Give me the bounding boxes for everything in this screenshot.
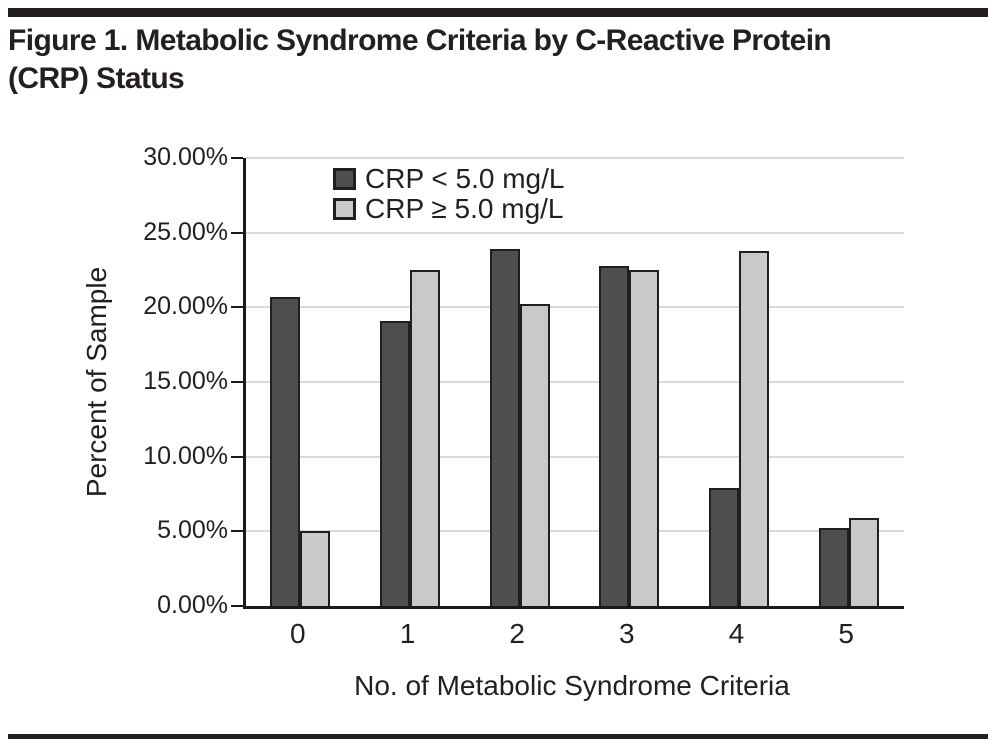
bar-crp-low-cat3 bbox=[599, 265, 630, 606]
bar-crp-high-cat4 bbox=[739, 250, 769, 606]
y-axis-tick-label-15pct: 15.00% bbox=[143, 367, 228, 395]
top-rule-divider bbox=[8, 8, 988, 17]
y-axis-tick-0pct bbox=[231, 605, 243, 607]
x-axis-category-label-5: 5 bbox=[838, 618, 854, 649]
gridline-5pct bbox=[246, 530, 904, 533]
gridline-25pct bbox=[246, 231, 904, 234]
bar-crp-low-cat4 bbox=[709, 488, 739, 606]
bar-crp-high-cat3 bbox=[629, 270, 660, 606]
gridline-20pct bbox=[246, 306, 904, 309]
y-axis-tick-30pct bbox=[231, 157, 243, 159]
legend: CRP < 5.0 mg/L CRP ≥ 5.0 mg/L bbox=[333, 163, 565, 224]
plot-area bbox=[243, 157, 904, 609]
gridline-15pct bbox=[246, 381, 904, 383]
bar-crp-low-cat1 bbox=[380, 320, 410, 606]
bar-crp-high-cat0 bbox=[300, 531, 331, 606]
y-axis-tick-5pct bbox=[231, 530, 243, 533]
x-axis-title: No. of Metabolic Syndrome Criteria bbox=[354, 670, 790, 701]
gridline-10pct bbox=[246, 455, 904, 458]
legend-item-crp-low: CRP < 5.0 mg/L bbox=[333, 163, 565, 194]
y-axis-tick-25pct bbox=[231, 231, 243, 234]
legend-swatch-crp-low bbox=[333, 168, 356, 190]
y-axis-tick-label-20pct: 20.00% bbox=[143, 292, 228, 321]
legend-label-crp-low: CRP < 5.0 mg/L bbox=[365, 163, 565, 194]
y-axis-tick-label-5pct: 5.00% bbox=[157, 516, 228, 545]
bar-crp-low-cat0 bbox=[270, 296, 301, 606]
x-axis-category-label-3: 3 bbox=[619, 618, 635, 649]
y-axis-tick-15pct bbox=[231, 381, 243, 383]
y-axis-tick-20pct bbox=[231, 306, 243, 309]
figure-title-line1: Figure 1. Metabolic Syndrome Criteria by… bbox=[8, 24, 832, 57]
legend-swatch-crp-high bbox=[333, 198, 356, 220]
x-axis-category-label-4: 4 bbox=[728, 618, 745, 649]
legend-label-crp-high: CRP ≥ 5.0 mg/L bbox=[365, 193, 564, 224]
y-axis-tick-label-10pct: 10.00% bbox=[143, 441, 228, 470]
bar-crp-high-cat5 bbox=[848, 517, 879, 606]
x-axis-category-label-0: 0 bbox=[290, 618, 306, 649]
y-axis-tick-10pct bbox=[231, 455, 243, 458]
bar-crp-low-cat2 bbox=[489, 249, 520, 606]
bar-crp-low-cat5 bbox=[818, 528, 849, 606]
figure-title: Figure 1. Metabolic Syndrome Criteria by… bbox=[8, 22, 992, 98]
bar-crp-high-cat1 bbox=[410, 270, 440, 606]
legend-item-crp-high: CRP ≥ 5.0 mg/L bbox=[333, 193, 564, 224]
bottom-rule-divider bbox=[8, 734, 988, 739]
x-axis-category-label-2: 2 bbox=[509, 618, 525, 649]
x-axis-category-label-1: 1 bbox=[399, 618, 416, 649]
y-axis-tick-label-30pct: 30.00% bbox=[143, 143, 228, 171]
figure-title-line2: (CRP) Status bbox=[8, 62, 185, 95]
bar-crp-high-cat2 bbox=[519, 304, 550, 606]
y-axis-tick-label-25pct: 25.00% bbox=[143, 217, 228, 246]
y-axis-tick-label-0pct: 0.00% bbox=[157, 591, 228, 619]
gridline-30pct bbox=[246, 157, 904, 159]
